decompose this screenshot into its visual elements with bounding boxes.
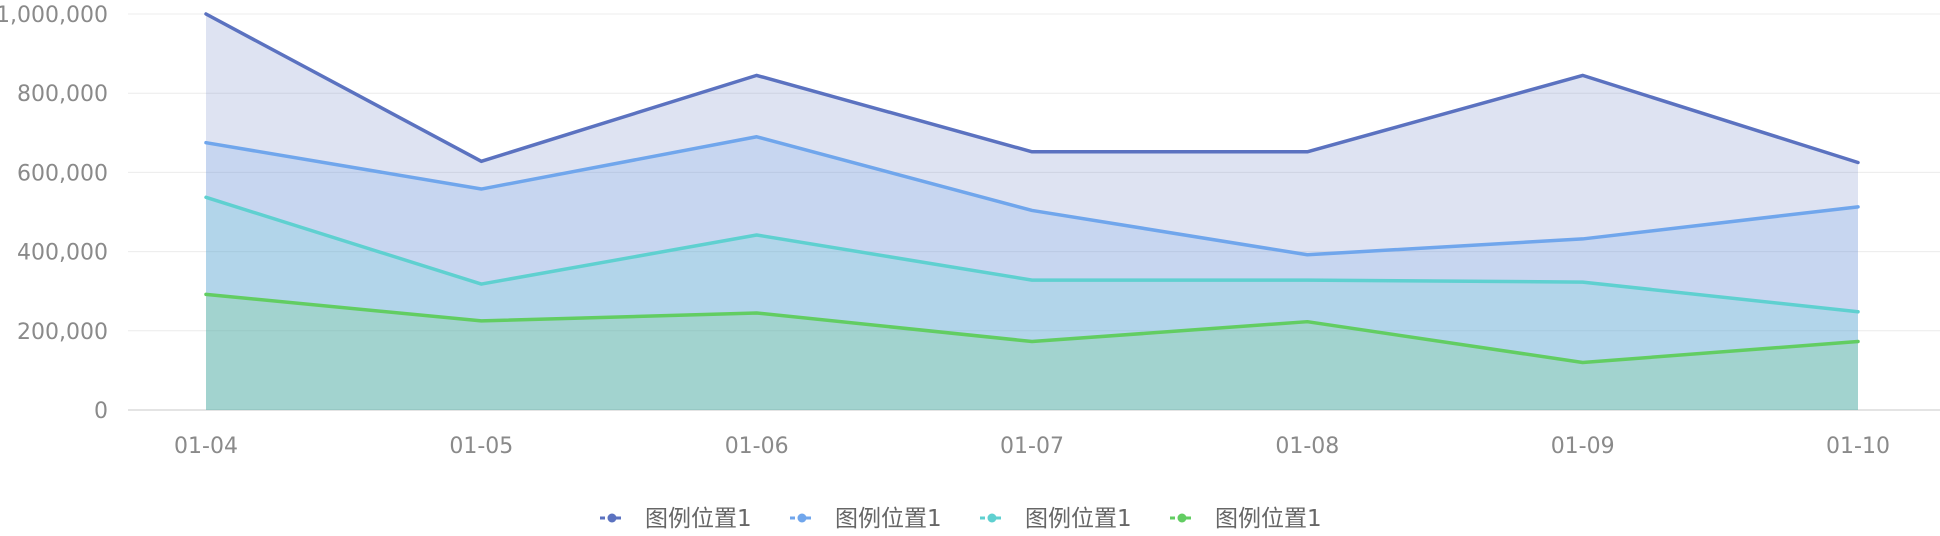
series-line-1 [204, 12, 1860, 165]
x-tick-label: 01-04 [174, 434, 238, 459]
series-line-4 [204, 292, 1860, 365]
legend-label: 图例位置1 [1215, 506, 1322, 532]
legend: 图例位置1 图例位置1 图例位置1 图例位置1 [600, 506, 1322, 532]
x-tick-label: 01-07 [1000, 434, 1064, 459]
legend-dot-marker [797, 513, 807, 523]
series-area-3 [206, 197, 1858, 410]
axes: 0 200,000 400,000 600,000 800,000 1,000,000 01… [0, 3, 1890, 459]
legend-dot-marker [1177, 513, 1187, 523]
x-tick-label: 01-08 [1275, 434, 1339, 459]
y-tick-label: 200,000 [17, 320, 108, 345]
y-tick-label: 400,000 [17, 241, 108, 266]
y-tick-label: 600,000 [17, 161, 108, 186]
legend-item[interactable]: 图例位置1 [1170, 506, 1322, 532]
legend-item[interactable]: 图例位置1 [980, 506, 1132, 532]
series-line-2 [204, 135, 1860, 257]
legend-label: 图例位置1 [835, 506, 942, 532]
x-tick-label: 01-06 [725, 434, 789, 459]
legend-label: 图例位置1 [645, 506, 752, 532]
legend-label: 图例位置1 [1025, 506, 1132, 532]
grid-lines [128, 13, 1940, 411]
series-lines [204, 12, 1860, 365]
x-tick-label: 01-09 [1551, 434, 1615, 459]
legend-dot-marker [987, 513, 997, 523]
y-tick-label: 1,000,000 [0, 3, 108, 28]
y-tick-label: 800,000 [17, 82, 108, 107]
x-tick-label: 01-05 [449, 434, 513, 459]
y-tick-label: 0 [94, 399, 108, 424]
series-line-3 [204, 195, 1860, 314]
x-tick-label: 01-10 [1826, 434, 1890, 459]
legend-item[interactable]: 图例位置1 [600, 506, 752, 532]
legend-item[interactable]: 图例位置1 [790, 506, 942, 532]
legend-dot-marker [607, 513, 617, 523]
series-area-4 [206, 294, 1858, 410]
